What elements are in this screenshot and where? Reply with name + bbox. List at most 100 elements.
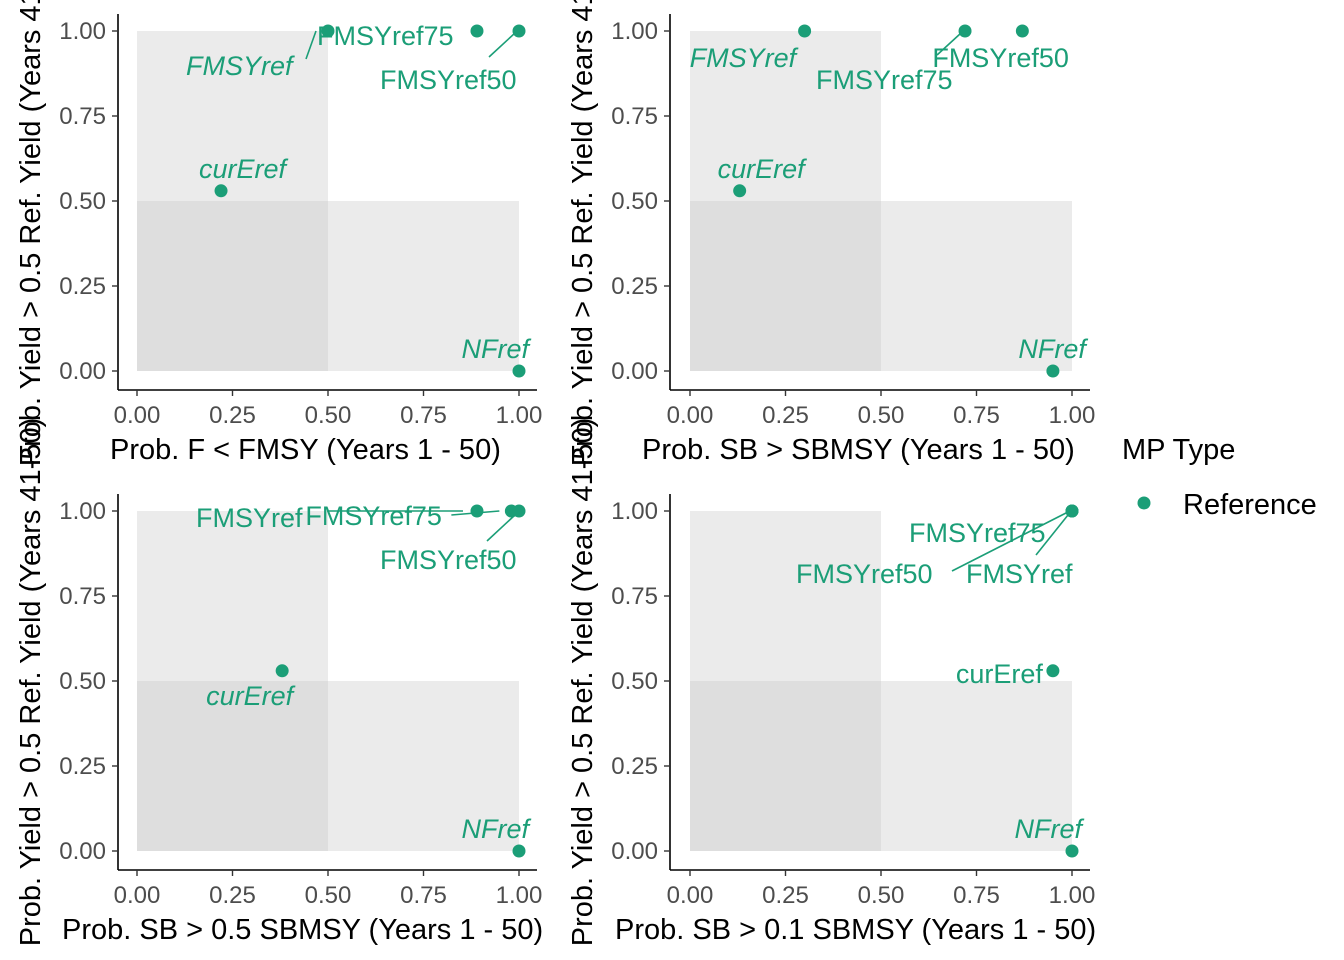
data-point-NFref — [512, 844, 526, 858]
y-tick-label: 1.00 — [59, 498, 106, 525]
panel-2: 0.00 0.25 0.50 0.75 1.00 0.00 0.25 0.50 0.75 1.00… — [567, 0, 1095, 466]
data-point-FMSYref50 — [512, 24, 526, 38]
y-tick-label: 0.75 — [59, 583, 106, 610]
point-label-FMSYref75: FMSYref75 — [317, 21, 454, 51]
point-label-FMSYref75: FMSYref75 — [909, 518, 1046, 548]
data-point-curEref — [275, 664, 289, 678]
data-point-curEref — [733, 184, 747, 198]
point-label-FMSYref50: FMSYref50 — [380, 65, 517, 95]
x-tick-label: 0.25 — [762, 882, 809, 909]
point-label-NFref: NFref — [462, 814, 532, 844]
y-tick-label: 0.75 — [611, 103, 658, 130]
point-label-curEref: curEref — [199, 154, 289, 184]
x-tick-label: 0.75 — [400, 402, 447, 429]
shade-overlap-region — [137, 201, 328, 371]
leader-line — [936, 32, 962, 56]
point-label-FMSYref: FMSYref — [196, 503, 303, 533]
leader-line — [1035, 514, 1069, 556]
point-label-curEref: curEref — [956, 659, 1044, 689]
y-tick-label: 1.00 — [59, 18, 106, 45]
x-tick-label: 1.00 — [496, 882, 543, 909]
x-tick-label: 0.25 — [209, 402, 256, 429]
leader-line — [451, 510, 500, 516]
point-label-NFref: NFref — [1018, 334, 1088, 364]
x-tick-label: 0.75 — [953, 882, 1000, 909]
point-label-FMSYref75: FMSYref75 — [816, 65, 953, 95]
panel-4: 0.00 0.25 0.50 0.75 1.00 0.00 0.25 0.50 0.75 1.00… — [567, 418, 1096, 947]
y-tick-label: 0.50 — [59, 668, 106, 695]
panel-1: 0.00 0.25 0.50 0.75 1.00 0.00 0.25 0.50 0.75 1.00… — [15, 0, 542, 466]
data-point-FMSYref — [1065, 504, 1079, 518]
data-point-FMSYref75 — [958, 24, 972, 38]
data-point-FMSYref — [798, 24, 812, 38]
y-tick-label: 0.75 — [59, 103, 106, 130]
x-tick-label: 0.25 — [762, 402, 809, 429]
point-label-FMSYref: FMSYref — [966, 559, 1073, 589]
x-tick-label: 0.50 — [305, 882, 352, 909]
x-tick-label: 0.00 — [667, 402, 714, 429]
y-tick-label: 0.00 — [59, 358, 106, 385]
y-axis-title: Prob. Yield > 0.5 Ref. Yield (Years 41-5… — [15, 0, 47, 466]
y-tick-label: 0.00 — [611, 358, 658, 385]
x-tick-label: 1.00 — [1049, 402, 1096, 429]
legend-label-reference: Reference — [1183, 489, 1317, 521]
y-tick-label: 1.00 — [611, 498, 658, 525]
y-tick-label: 0.00 — [59, 838, 106, 865]
x-tick-label: 0.25 — [209, 882, 256, 909]
panels: 0.00 0.25 0.50 0.75 1.00 0.00 0.25 0.50 0.75 1.00… — [15, 0, 1096, 946]
point-label-curEref: curEref — [206, 681, 296, 711]
x-tick-label: 0.00 — [114, 402, 161, 429]
leader-line — [488, 32, 516, 58]
point-label-NFref: NFref — [462, 334, 532, 364]
x-axis-title: Prob. SB > 0.5 SBMSY (Years 1 - 50) — [62, 914, 543, 946]
point-label-FMSYref: FMSYref — [690, 43, 799, 73]
x-tick-label: 1.00 — [496, 402, 543, 429]
data-point-FMSYref50 — [512, 504, 526, 518]
y-axis-title: Prob. Yield > 0.5 Ref. Yield (Years 41-5… — [15, 418, 47, 947]
y-tick-label: 1.00 — [611, 18, 658, 45]
point-label-curEref: curEref — [718, 154, 808, 184]
legend-key-reference — [1137, 496, 1151, 510]
point-label-FMSYref75: FMSYref75 — [305, 501, 442, 531]
x-axis-title: Prob. SB > SBMSY (Years 1 - 50) — [642, 434, 1075, 466]
data-point-curEref — [214, 184, 228, 198]
x-tick-label: 0.50 — [858, 882, 905, 909]
x-tick-label: 0.50 — [305, 402, 352, 429]
y-tick-label: 0.25 — [59, 753, 106, 780]
data-point-NFref — [1065, 844, 1079, 858]
shade-overlap-region — [137, 681, 328, 851]
y-axis-title: Prob. Yield > 0.5 Ref. Yield (Years 41-5… — [567, 418, 599, 947]
legend-title: MP Type — [1122, 434, 1235, 466]
data-point-FMSYref50 — [1015, 24, 1029, 38]
x-tick-label: 0.75 — [400, 882, 447, 909]
x-tick-label: 0.00 — [667, 882, 714, 909]
point-label-FMSYref50: FMSYref50 — [932, 43, 1069, 73]
y-tick-label: 0.00 — [611, 838, 658, 865]
data-point-NFref — [512, 364, 526, 378]
point-label-FMSYref50: FMSYref50 — [380, 545, 517, 575]
point-label-NFref: NFref — [1015, 814, 1085, 844]
data-point-FMSYref — [321, 24, 335, 38]
data-point-curEref — [1046, 664, 1060, 678]
leader-line — [951, 512, 1067, 572]
leader-line — [486, 514, 516, 542]
x-tick-label: 1.00 — [1049, 882, 1096, 909]
y-tick-label: 0.50 — [611, 188, 658, 215]
x-tick-label: 0.00 — [114, 882, 161, 909]
y-tick-label: 0.25 — [59, 273, 106, 300]
y-tick-label: 0.50 — [59, 188, 106, 215]
data-point-NFref — [1046, 364, 1060, 378]
x-tick-label: 0.50 — [858, 402, 905, 429]
panel-3: 0.00 0.25 0.50 0.75 1.00 0.00 0.25 0.50 0.75 1.00… — [15, 418, 543, 947]
x-tick-label: 0.75 — [953, 402, 1000, 429]
point-label-FMSYref: FMSYref — [186, 51, 295, 81]
shade-overlap-region — [690, 201, 881, 371]
data-point-FMSYref — [470, 504, 484, 518]
data-point-FMSYref75 — [470, 24, 484, 38]
y-tick-label: 0.75 — [611, 583, 658, 610]
y-tick-label: 0.25 — [611, 273, 658, 300]
shade-overlap-region — [690, 681, 881, 851]
leader-line — [305, 30, 317, 60]
legend: MP Type Reference — [1122, 434, 1317, 521]
